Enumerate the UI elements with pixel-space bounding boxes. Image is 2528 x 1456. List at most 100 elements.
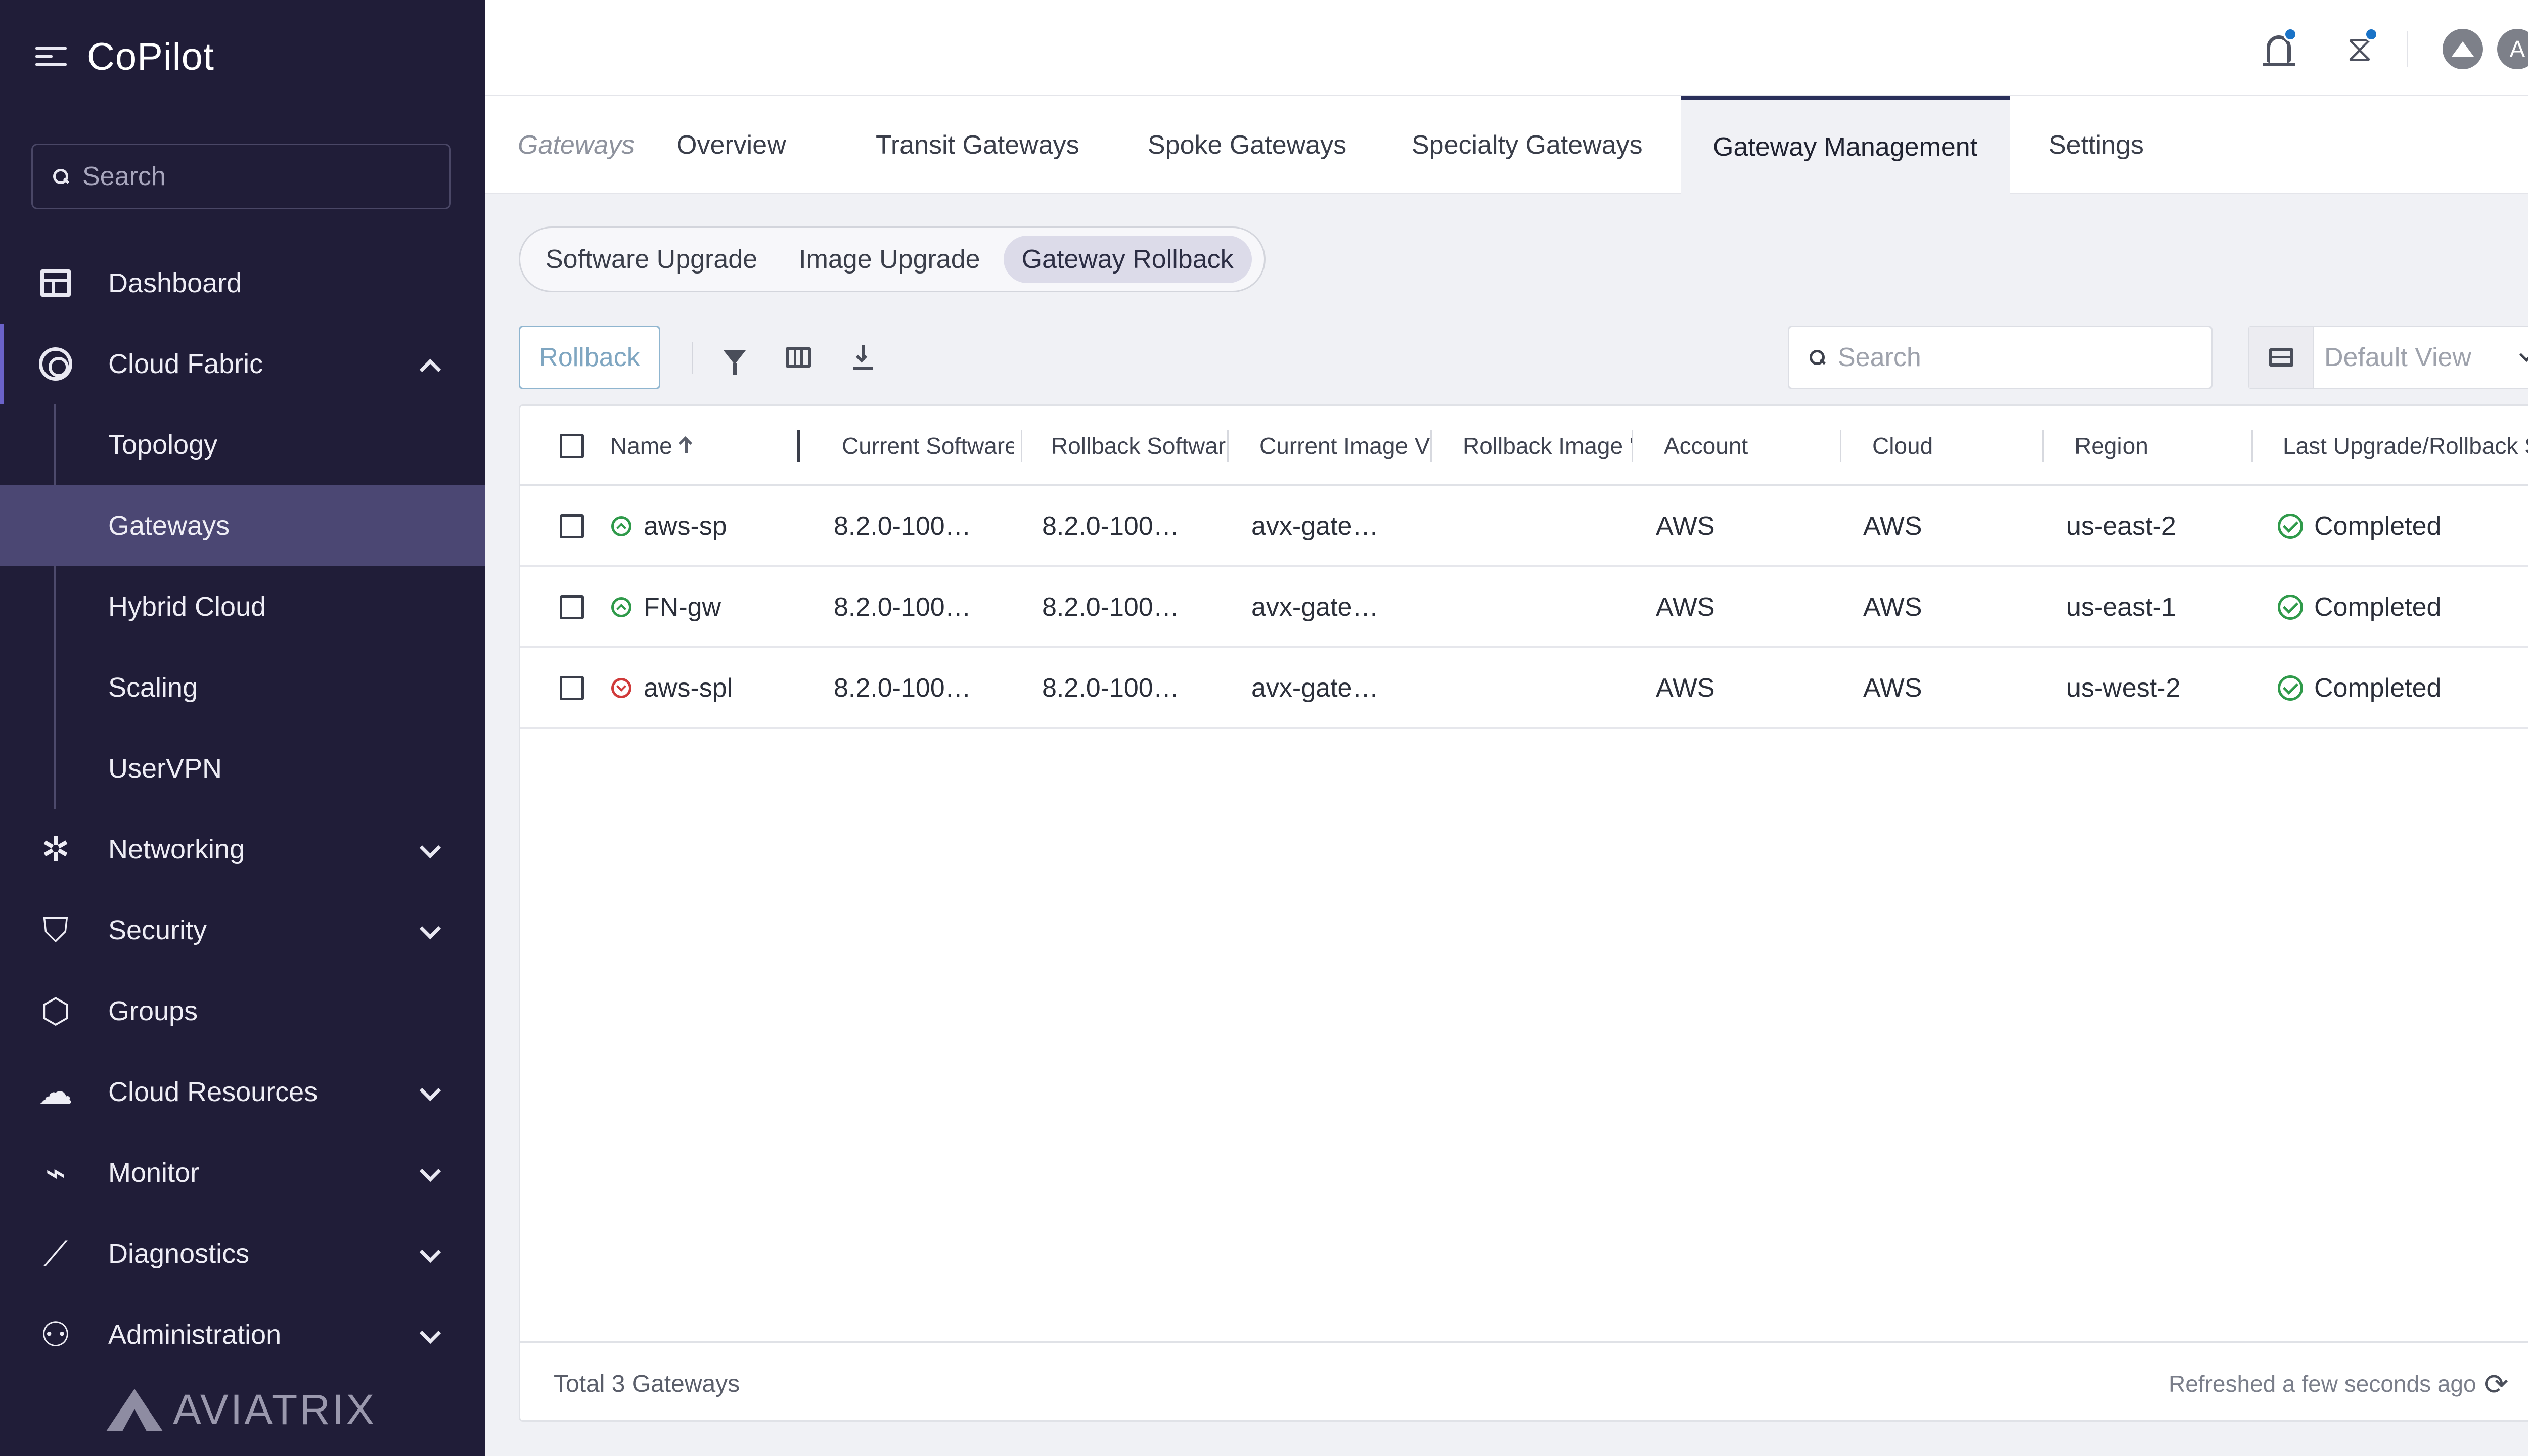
table-row[interactable]: aws-spl 8.2.0-100… 8.2.0-100… avx-gate… … xyxy=(520,648,2528,729)
current-software-cell: 8.2.0-100… xyxy=(834,593,971,622)
sidebar-item-label: Scaling xyxy=(108,672,198,703)
logo-text: AVIATRIX xyxy=(173,1386,377,1433)
sidebar-item-security[interactable]: ⛉ Security xyxy=(0,890,485,971)
status-text: Completed xyxy=(2314,512,2442,541)
aviatrix-menu-button[interactable] xyxy=(2440,26,2486,72)
bell-icon xyxy=(2263,35,2295,66)
current-image-cell: avx-gate… xyxy=(1251,593,1379,622)
notifications-button[interactable] xyxy=(2256,26,2301,72)
gateway-name-cell[interactable]: aws-spl xyxy=(611,648,733,729)
sidebar-item-gateways[interactable]: Gateways xyxy=(0,485,485,566)
tab-spoke-gateways[interactable]: Spoke Gateways xyxy=(1148,130,1347,160)
status-cell: Completed xyxy=(2278,648,2441,729)
columns-icon xyxy=(786,347,811,368)
check-circle-icon xyxy=(2278,514,2303,539)
current-image-cell: avx-gate… xyxy=(1251,673,1379,703)
sidebar-item-topology[interactable]: Topology xyxy=(0,404,485,485)
table-row[interactable]: FN-gw 8.2.0-100… 8.2.0-100… avx-gate… AW… xyxy=(520,567,2528,648)
current-software-cell: 8.2.0-100… xyxy=(834,673,971,703)
column-resize-handle[interactable] xyxy=(2251,430,2253,462)
column-resize-handle[interactable] xyxy=(1021,430,1022,462)
column-header-account[interactable]: Account xyxy=(1664,433,1748,459)
column-resize-handle[interactable] xyxy=(797,430,800,462)
column-header-last-status[interactable]: Last Upgrade/Rollback Stat xyxy=(2283,433,2528,459)
gateway-name-cell[interactable]: FN-gw xyxy=(611,567,721,648)
status-text: Completed xyxy=(2314,593,2442,622)
current-software-cell: 8.2.0-100… xyxy=(834,512,971,541)
column-resize-handle[interactable] xyxy=(2042,430,2044,462)
column-header-current-software[interactable]: Current Software xyxy=(842,433,1014,459)
subtab-image-upgrade[interactable]: Image Upgrade xyxy=(799,245,980,274)
sidebar-item-label: Hybrid Cloud xyxy=(108,592,266,622)
rollback-button[interactable]: Rollback xyxy=(519,326,660,389)
sidebar-item-label: Cloud Fabric xyxy=(108,349,263,379)
gateway-name-cell[interactable]: aws-sp xyxy=(611,486,727,567)
tab-specialty-gateways[interactable]: Specialty Gateways xyxy=(1412,130,1643,160)
tab-transit-gateways[interactable]: Transit Gateways xyxy=(876,130,1079,160)
view-select[interactable]: Default View xyxy=(2248,326,2528,389)
region-cell: us-west-2 xyxy=(2066,673,2181,703)
region-cell: us-east-2 xyxy=(2066,512,2176,541)
column-resize-handle[interactable] xyxy=(1632,430,1633,462)
sidebar-item-monitor[interactable]: ⌁ Monitor xyxy=(0,1132,485,1213)
sidebar-item-groups[interactable]: ⬡ Groups xyxy=(0,971,485,1052)
breadcrumb[interactable]: Gateways xyxy=(518,130,635,160)
sidebar-item-cloud-fabric[interactable]: Cloud Fabric xyxy=(0,324,485,404)
cloud-cell: AWS xyxy=(1863,673,1922,703)
row-checkbox[interactable] xyxy=(560,514,584,538)
sidebar-search-input[interactable] xyxy=(82,161,436,192)
sidebar-item-administration[interactable]: ⚇ Administration xyxy=(0,1294,485,1375)
row-checkbox[interactable] xyxy=(560,676,584,700)
sidebar-item-hybrid-cloud[interactable]: Hybrid Cloud xyxy=(0,566,485,647)
column-resize-handle[interactable] xyxy=(1840,430,1841,462)
sidebar-item-label: Dashboard xyxy=(108,268,242,298)
tab-overview[interactable]: Overview xyxy=(676,130,786,160)
column-resize-handle[interactable] xyxy=(1430,430,1432,462)
tasks-button[interactable]: ⧖ xyxy=(2337,26,2382,72)
networking-icon: ✲ xyxy=(41,830,70,869)
tab-gateway-management[interactable]: Gateway Management xyxy=(1681,96,2010,194)
chevron-down-icon xyxy=(419,918,441,940)
filter-button[interactable] xyxy=(717,340,752,375)
gateway-up-icon xyxy=(611,516,631,536)
filter-icon xyxy=(724,350,746,375)
column-header-current-image[interactable]: Current Image V xyxy=(1259,433,1430,459)
select-all-checkbox[interactable] xyxy=(560,434,584,458)
user-menu-button[interactable]: A xyxy=(2495,26,2528,72)
sidebar-item-label: Monitor xyxy=(108,1158,200,1188)
column-header-cloud[interactable]: Cloud xyxy=(1872,433,1933,459)
subtab-gateway-rollback[interactable]: Gateway Rollback xyxy=(1003,236,1252,283)
column-header-rollback-image[interactable]: Rollback Image ' xyxy=(1463,433,1634,459)
sidebar-item-diagnostics[interactable]: ⟋ Diagnostics xyxy=(0,1213,485,1294)
sidebar-item-scaling[interactable]: Scaling xyxy=(0,647,485,728)
chevron-down-icon xyxy=(419,1079,441,1102)
sidebar-item-networking[interactable]: ✲ Networking xyxy=(0,809,485,890)
table-footer: Total 3 Gateways Refreshed a few seconds… xyxy=(520,1341,2528,1420)
table-row[interactable]: aws-sp 8.2.0-100… 8.2.0-100… avx-gate… A… xyxy=(520,486,2528,567)
view-icon xyxy=(2249,327,2314,388)
collapse-menu-icon[interactable] xyxy=(35,43,67,70)
sidebar: CoPilot Dashboard Cloud Fabric Topology … xyxy=(0,0,485,1456)
cloud-fabric-icon xyxy=(35,346,76,382)
chevron-down-icon xyxy=(419,1160,441,1182)
column-header-name[interactable]: Name xyxy=(610,406,742,486)
subtab-software-upgrade[interactable]: Software Upgrade xyxy=(546,245,758,274)
sidebar-item-dashboard[interactable]: Dashboard xyxy=(0,243,485,324)
column-resize-handle[interactable] xyxy=(1227,430,1229,462)
tab-settings[interactable]: Settings xyxy=(2049,130,2144,160)
account-cell: AWS xyxy=(1656,593,1715,622)
table-search[interactable] xyxy=(1788,326,2213,389)
sidebar-item-cloud-resources[interactable]: ☁ Cloud Resources xyxy=(0,1052,485,1132)
column-header-rollback-software[interactable]: Rollback Softwar xyxy=(1051,433,1226,459)
sidebar-item-uservpn[interactable]: UserVPN xyxy=(0,728,485,809)
columns-button[interactable] xyxy=(781,340,816,375)
table-search-input[interactable] xyxy=(1838,342,2192,373)
upgrade-mode-switch: Software Upgrade Image Upgrade Gateway R… xyxy=(519,226,1266,292)
refresh-icon[interactable]: ⟳ xyxy=(2484,1368,2509,1401)
sidebar-search[interactable] xyxy=(31,144,451,209)
export-button[interactable] xyxy=(845,340,881,375)
row-checkbox[interactable] xyxy=(560,595,584,619)
avatar: A xyxy=(2497,29,2528,69)
chevron-down-icon xyxy=(419,1322,441,1344)
column-header-region[interactable]: Region xyxy=(2074,433,2148,459)
